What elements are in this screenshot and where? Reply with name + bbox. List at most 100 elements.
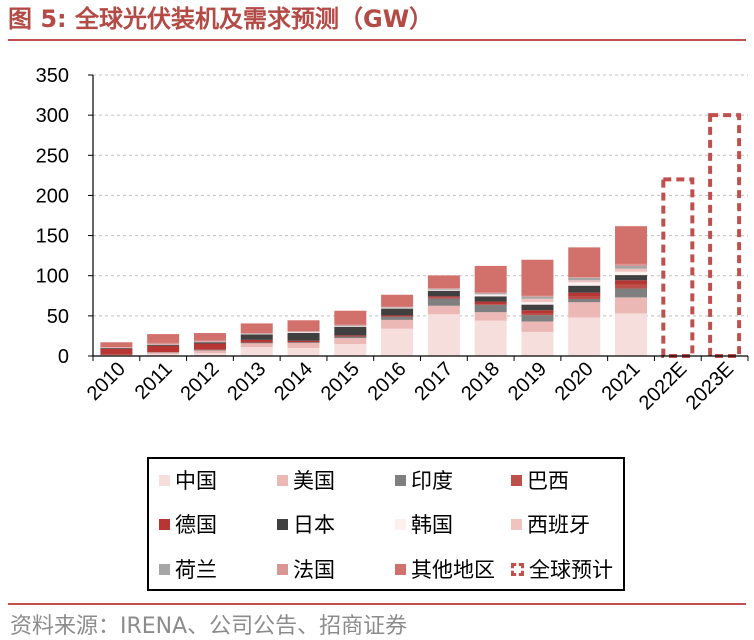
bar-segment-2018-法国	[474, 292, 507, 294]
legend-label: 日本	[293, 513, 335, 537]
legend-label: 美国	[293, 469, 335, 493]
bar-segment-2012-中国	[193, 353, 226, 356]
source-divider	[8, 603, 746, 605]
bar-segment-2011-法国	[147, 342, 180, 345]
bar-segment-2019-印度	[521, 315, 554, 322]
bar-segment-2021-美国	[615, 297, 648, 314]
bar-segment-2020-德国	[568, 292, 601, 297]
bar-segment-2015-法国	[334, 324, 367, 326]
bar-segment-2017-巴西	[427, 297, 460, 299]
legend-swatch	[159, 475, 170, 486]
legend-label: 巴西	[527, 469, 569, 493]
x-tick-label: 2014	[270, 358, 317, 405]
bar-segment-2016-其他地区	[381, 294, 414, 307]
bar-segment-2015-德国	[334, 335, 367, 337]
bar-segment-2011-德国	[147, 345, 180, 353]
bar-segment-2013-法国	[240, 333, 273, 334]
bar-segment-2019-韩国	[521, 302, 554, 305]
y-tick-label: 350	[36, 65, 69, 87]
bar-segment-2019-中国	[521, 331, 554, 356]
forecast-bar-2022E	[661, 177, 695, 358]
bar-segment-2013-美国	[240, 343, 273, 348]
x-tick-label: 2023E	[682, 358, 738, 414]
y-tick-label: 300	[36, 105, 69, 127]
bar-segment-2013-印度	[240, 342, 273, 344]
legend-item: 西班牙	[511, 513, 590, 537]
bar-segment-2015-日本	[334, 326, 367, 336]
y-tick-label: 100	[36, 266, 69, 288]
bar-segment-2018-日本	[474, 296, 507, 302]
bar-segment-2020-荷兰	[568, 277, 601, 281]
bar-segment-2011-中国	[147, 353, 180, 356]
bar-segment-2017-中国	[427, 314, 460, 356]
bar-segment-2021-其他地区	[615, 226, 648, 264]
bar-segment-2016-美国	[381, 319, 414, 329]
bar-segment-2021-巴西	[615, 284, 648, 289]
x-tick-label: 2012	[176, 358, 223, 405]
bar-segment-2018-巴西	[474, 303, 507, 305]
legend-swatch	[511, 519, 522, 530]
legend-item: 日本	[277, 513, 335, 537]
bar-segment-2015-其他地区	[334, 310, 367, 325]
bar-segment-2021-西班牙	[615, 268, 648, 272]
bar-segment-2014-法国	[287, 331, 320, 332]
bar-segment-2015-印度	[334, 336, 367, 339]
bar-segment-2014-德国	[287, 340, 320, 343]
bar-segment-2018-韩国	[474, 294, 507, 297]
bar-segment-2014-中国	[287, 347, 320, 356]
legend-swatch	[395, 519, 406, 530]
legend-item: 法国	[277, 558, 335, 582]
bar-segment-2021-韩国	[615, 271, 648, 276]
x-tick-label: 2013	[223, 358, 270, 405]
legend-label: 中国	[175, 469, 217, 493]
bar-segment-2021-德国	[615, 280, 648, 285]
bar-segment-2016-韩国	[381, 307, 414, 309]
y-tick-label: 50	[47, 306, 69, 328]
bar-segment-2020-美国	[568, 302, 601, 318]
bar-segment-2017-其他地区	[427, 275, 460, 289]
legend-swatch	[395, 564, 406, 575]
bars	[100, 113, 742, 359]
bar-segment-2018-德国	[474, 301, 507, 304]
legend-label: 印度	[411, 469, 453, 493]
legend-swatch	[159, 519, 170, 530]
y-tick-label: 150	[36, 226, 69, 248]
bar-segment-2017-日本	[427, 290, 460, 297]
bar-segment-2014-韩国	[287, 332, 320, 333]
legend-swatch	[277, 475, 288, 486]
bar-segment-2019-法国	[521, 295, 554, 297]
legend-item: 荷兰	[159, 558, 217, 582]
bar-segment-2019-德国	[521, 310, 554, 314]
bar-segment-2019-西班牙	[521, 298, 554, 303]
legend-swatch	[159, 564, 170, 575]
bar-segment-2020-法国	[568, 277, 601, 278]
bar-segment-2017-德国	[427, 296, 460, 298]
legend-swatch	[277, 519, 288, 530]
x-tick-label: 2011	[131, 358, 177, 404]
legend-item: 德国	[159, 513, 217, 537]
bar-segment-2020-印度	[568, 298, 601, 303]
bar-segment-2016-中国	[381, 328, 414, 356]
y-tick-label: 0	[58, 346, 69, 368]
bar-segment-2012-印度	[193, 349, 226, 351]
bar-segment-2014-印度	[287, 342, 320, 343]
x-tick-label: 2022E	[635, 358, 691, 414]
bar-segment-2018-荷兰	[474, 293, 507, 295]
bar-segment-2010-美国	[100, 354, 133, 356]
legend-item: 全球预计	[511, 558, 613, 582]
bar-segment-2013-其他地区	[240, 323, 273, 334]
bar-segment-2020-其他地区	[568, 247, 601, 278]
title-divider	[8, 39, 746, 41]
bar-segment-2014-其他地区	[287, 320, 320, 332]
bar-segment-2020-巴西	[568, 296, 601, 299]
bar-segment-2013-中国	[240, 347, 273, 356]
legend-item: 巴西	[511, 469, 569, 493]
bar-segment-2010-法国	[100, 347, 133, 348]
legend-label: 其他地区	[411, 558, 495, 582]
bar-segment-2018-美国	[474, 312, 507, 321]
bar-segment-2014-美国	[287, 342, 320, 348]
bar-segment-2018-中国	[474, 320, 507, 356]
figure-title: 图 5: 全球光伏装机及需求预测（GW）	[8, 5, 434, 33]
bar-segment-2011-美国	[147, 352, 180, 354]
bar-segment-2019-日本	[521, 304, 554, 311]
